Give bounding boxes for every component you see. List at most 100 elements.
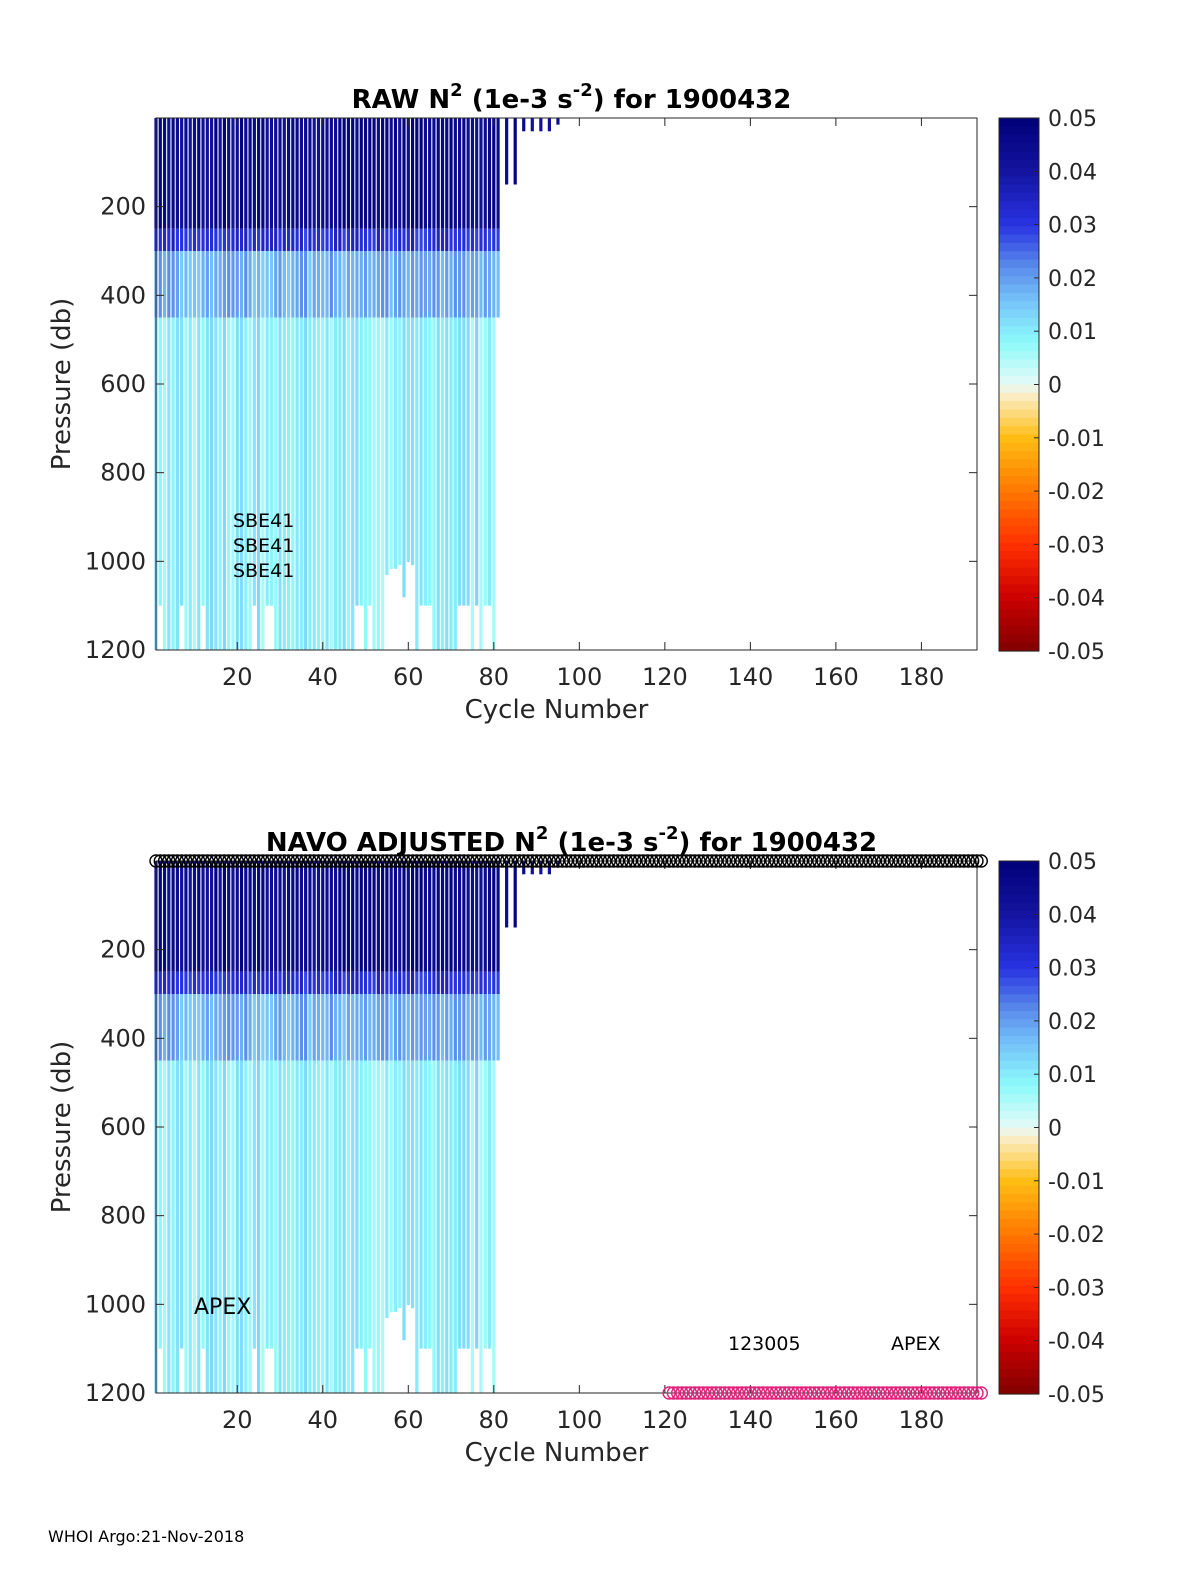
bottom-circles-marker xyxy=(940,1386,954,1400)
profile-cell xyxy=(214,1060,218,1393)
profile-cell xyxy=(351,118,355,229)
profile-cell xyxy=(385,1060,389,1319)
profile-cell xyxy=(209,1060,214,1393)
profile-cell xyxy=(308,861,312,972)
colorbar-segment xyxy=(999,584,1039,594)
profile-cell xyxy=(316,251,321,318)
profile-cell xyxy=(342,861,346,972)
top-circles-marker xyxy=(277,854,291,868)
colorbar-segment xyxy=(999,1169,1039,1179)
top-circles-marker xyxy=(632,854,646,868)
title-part: ) for 1900432 xyxy=(593,85,792,115)
profile-cell xyxy=(162,971,167,994)
top-circles-marker xyxy=(281,854,296,868)
colorbar-segment xyxy=(999,1052,1039,1062)
colorbar-segment xyxy=(999,501,1039,511)
colorbar-segment xyxy=(999,985,1039,995)
profile-cell xyxy=(171,1060,175,1393)
profile-cell xyxy=(325,317,329,650)
profile-cell xyxy=(363,971,368,994)
bottom-circles-marker xyxy=(871,1386,886,1400)
instrument-annotation: SBE41 xyxy=(233,510,294,532)
profile-cell xyxy=(492,861,496,972)
colorbar-tick-label: 0.04 xyxy=(1048,903,1097,928)
top-circles-marker xyxy=(974,854,988,868)
colorbar-segment xyxy=(999,1210,1039,1220)
profile-cell xyxy=(197,317,201,650)
top-circles-marker xyxy=(422,854,437,868)
profile-cell xyxy=(201,317,205,606)
profile-cell xyxy=(363,994,368,1061)
profile-cell xyxy=(445,228,449,251)
top-circles-marker xyxy=(333,854,347,868)
profile-cell xyxy=(338,118,342,229)
profile-cell xyxy=(192,251,197,318)
profile-cell xyxy=(406,861,410,972)
colorbar-segment xyxy=(999,459,1039,469)
profile-cell xyxy=(274,971,278,994)
colorbar-segment xyxy=(999,392,1039,402)
bottom-circles-marker xyxy=(794,1386,809,1400)
profile-cell xyxy=(432,251,436,318)
y-tick-label: 600 xyxy=(100,1113,146,1141)
profile-cell xyxy=(338,317,342,650)
title-part: (1e-3 s xyxy=(463,85,573,115)
profile-cell xyxy=(385,251,389,318)
profile-cell xyxy=(269,971,274,994)
profile-cell xyxy=(419,118,423,229)
profile-cell xyxy=(231,118,235,229)
profile-cell xyxy=(231,251,235,318)
top-circles-marker xyxy=(961,854,976,868)
top-circles-marker xyxy=(470,854,484,868)
title-part: (1e-3 s xyxy=(548,828,658,858)
colorbar-segment xyxy=(999,1077,1039,1087)
profile-cell xyxy=(278,1060,282,1393)
x-tick-label: 40 xyxy=(307,1406,338,1434)
bottom-circles-marker xyxy=(893,1386,907,1400)
top-circles-marker xyxy=(820,854,835,868)
top-circles-marker xyxy=(747,854,762,868)
profile-cell xyxy=(325,994,329,1061)
top-circles-marker xyxy=(777,854,792,868)
colorbar-tick-label: -0.02 xyxy=(1048,1223,1105,1248)
profile-cell xyxy=(351,994,355,1061)
profile-cell xyxy=(479,1060,483,1393)
profile-cell xyxy=(492,228,496,251)
profile-cell xyxy=(496,994,500,1061)
profile-cell xyxy=(389,1060,393,1313)
profile-cell xyxy=(479,971,483,994)
profile-cell xyxy=(175,251,179,318)
bottom-circles-marker xyxy=(709,1386,723,1400)
profile-cell xyxy=(329,971,333,994)
x-tick-label: 60 xyxy=(393,663,424,691)
top-circles-marker xyxy=(606,854,621,868)
profile-cell xyxy=(445,1060,449,1393)
profile-cell xyxy=(304,118,308,229)
profile-cell xyxy=(457,228,462,251)
profile-cell xyxy=(248,971,252,994)
profile-cell xyxy=(269,228,274,251)
bottom-circles-marker xyxy=(833,1386,847,1400)
profile-cell xyxy=(398,861,402,972)
colorbar-segment xyxy=(999,1269,1039,1279)
x-tick-label: 180 xyxy=(899,1406,945,1434)
profile-cell xyxy=(248,251,252,318)
colorbar-segment xyxy=(999,567,1039,577)
profile-cell xyxy=(457,861,462,972)
profile-cell xyxy=(312,971,316,994)
profile-cell xyxy=(436,317,440,650)
colorbar-segment xyxy=(999,960,1039,970)
profile-cell xyxy=(278,317,282,650)
profile-cell xyxy=(248,228,252,251)
colorbar-segment xyxy=(999,226,1039,236)
profile-cell xyxy=(346,251,351,318)
top-circles-marker xyxy=(683,854,698,868)
profile-cell xyxy=(376,317,380,650)
bottom-circles-marker xyxy=(705,1386,719,1400)
top-circles-marker xyxy=(623,854,638,868)
profile-cell xyxy=(355,317,359,606)
colorbar-segment xyxy=(999,1060,1039,1070)
top-circles-marker xyxy=(380,854,394,868)
profile-cell xyxy=(351,861,355,972)
top-circles-marker xyxy=(491,854,505,868)
